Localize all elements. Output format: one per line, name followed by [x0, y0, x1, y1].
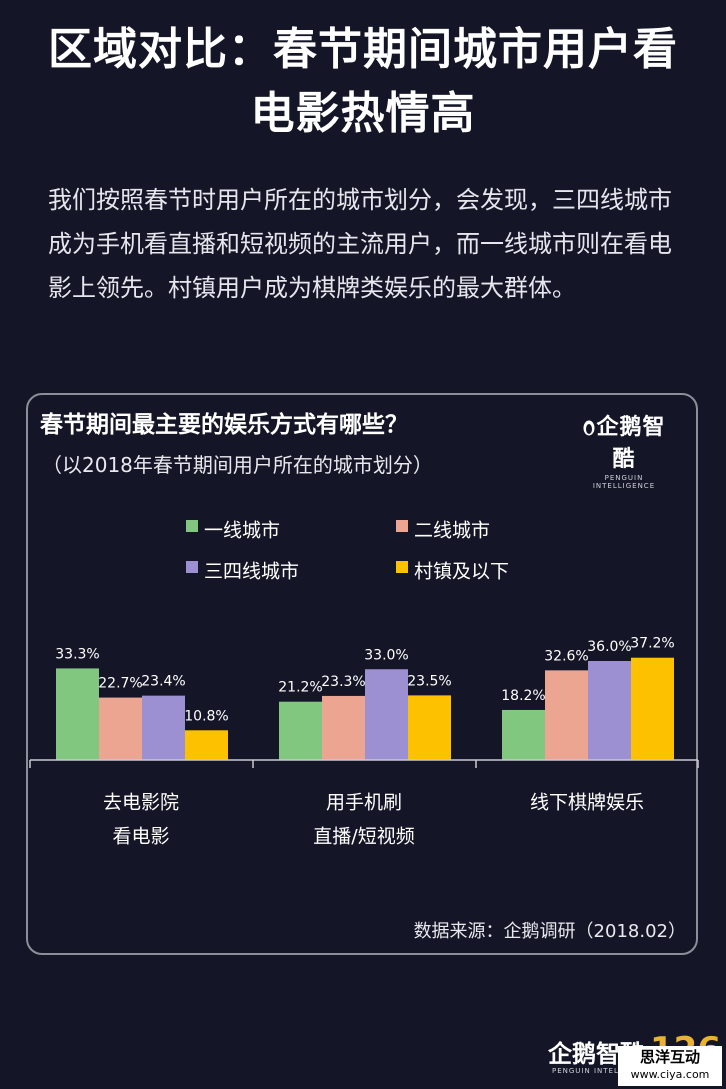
brand-logo-name: 企鹅智酷 — [596, 415, 666, 472]
legend-swatch — [186, 561, 198, 573]
bar — [185, 730, 228, 760]
bar — [408, 695, 451, 760]
data-label: 36.0% — [587, 639, 631, 655]
data-label: 10.8% — [184, 708, 228, 724]
bar — [365, 669, 408, 760]
legend-label: 村镇及以下 — [414, 561, 509, 583]
chart-subtitle: （以2018年春节期间用户所在的城市划分） — [42, 453, 433, 477]
bar — [588, 661, 631, 760]
category-label: 看电影 — [112, 826, 169, 848]
legend-label: 一线城市 — [204, 520, 280, 542]
chart-title: 春节期间最主要的娱乐方式有哪些？ — [40, 412, 408, 438]
legend-label: 三四线城市 — [204, 561, 299, 583]
legend-swatch — [396, 561, 408, 573]
category-label: 用手机刷 — [326, 792, 402, 814]
legend-swatch — [186, 520, 198, 532]
bar — [142, 695, 185, 760]
data-label: 32.6% — [544, 648, 588, 664]
page-title: 区域对比：春节期间城市用户看 电影热情高 — [0, 18, 726, 146]
brand-logo: 企鹅智酷 PENGUIN INTELLIGENCE — [572, 409, 676, 490]
data-label: 23.5% — [407, 673, 451, 689]
bar — [545, 670, 588, 760]
legend-label: 二线城市 — [414, 520, 490, 542]
watermark-title: 思洋互动 — [639, 1048, 700, 1066]
page-title-line1: 区域对比：春节期间城市用户看 — [48, 24, 678, 75]
watermark-url: www.ciya.com — [630, 1068, 710, 1081]
data-label: 33.0% — [364, 647, 408, 663]
watermark: 思洋互动 www.ciya.com — [618, 1046, 722, 1086]
legend-swatch — [396, 520, 408, 532]
data-label: 37.2% — [630, 636, 674, 652]
category-label: 直播/短视频 — [313, 826, 414, 848]
data-label: 23.3% — [321, 674, 365, 690]
footer-logo-subtitle: PENGUIN INTELLIGENCE — [552, 1067, 657, 1075]
data-label: 23.4% — [141, 674, 185, 690]
intro-paragraph: 我们按照春节时用户所在的城市划分，会发现，三四线城市成为手机看直播和短视频的主流… — [48, 186, 672, 302]
data-source: 数据来源：企鹅调研（2018.02） — [413, 921, 686, 942]
category-label: 去电影院 — [103, 792, 179, 814]
data-label: 21.2% — [278, 680, 322, 696]
bar — [279, 701, 322, 760]
bar — [99, 697, 142, 760]
page-title-line2: 电影热情高 — [250, 88, 476, 139]
bar — [502, 709, 545, 760]
brand-logo-subtitle: PENGUIN INTELLIGENCE — [592, 474, 656, 490]
data-label: 18.2% — [501, 688, 545, 704]
chart-card: 春节期间最主要的娱乐方式有哪些？ （以2018年春节期间用户所在的城市划分） 企… — [26, 393, 698, 955]
category-label: 线下棋牌娱乐 — [530, 792, 644, 814]
bar — [631, 657, 674, 760]
penguin-icon — [583, 420, 595, 436]
data-label: 22.7% — [98, 676, 142, 692]
bar — [322, 695, 365, 760]
data-label: 33.3% — [55, 646, 99, 662]
bar — [56, 668, 99, 760]
